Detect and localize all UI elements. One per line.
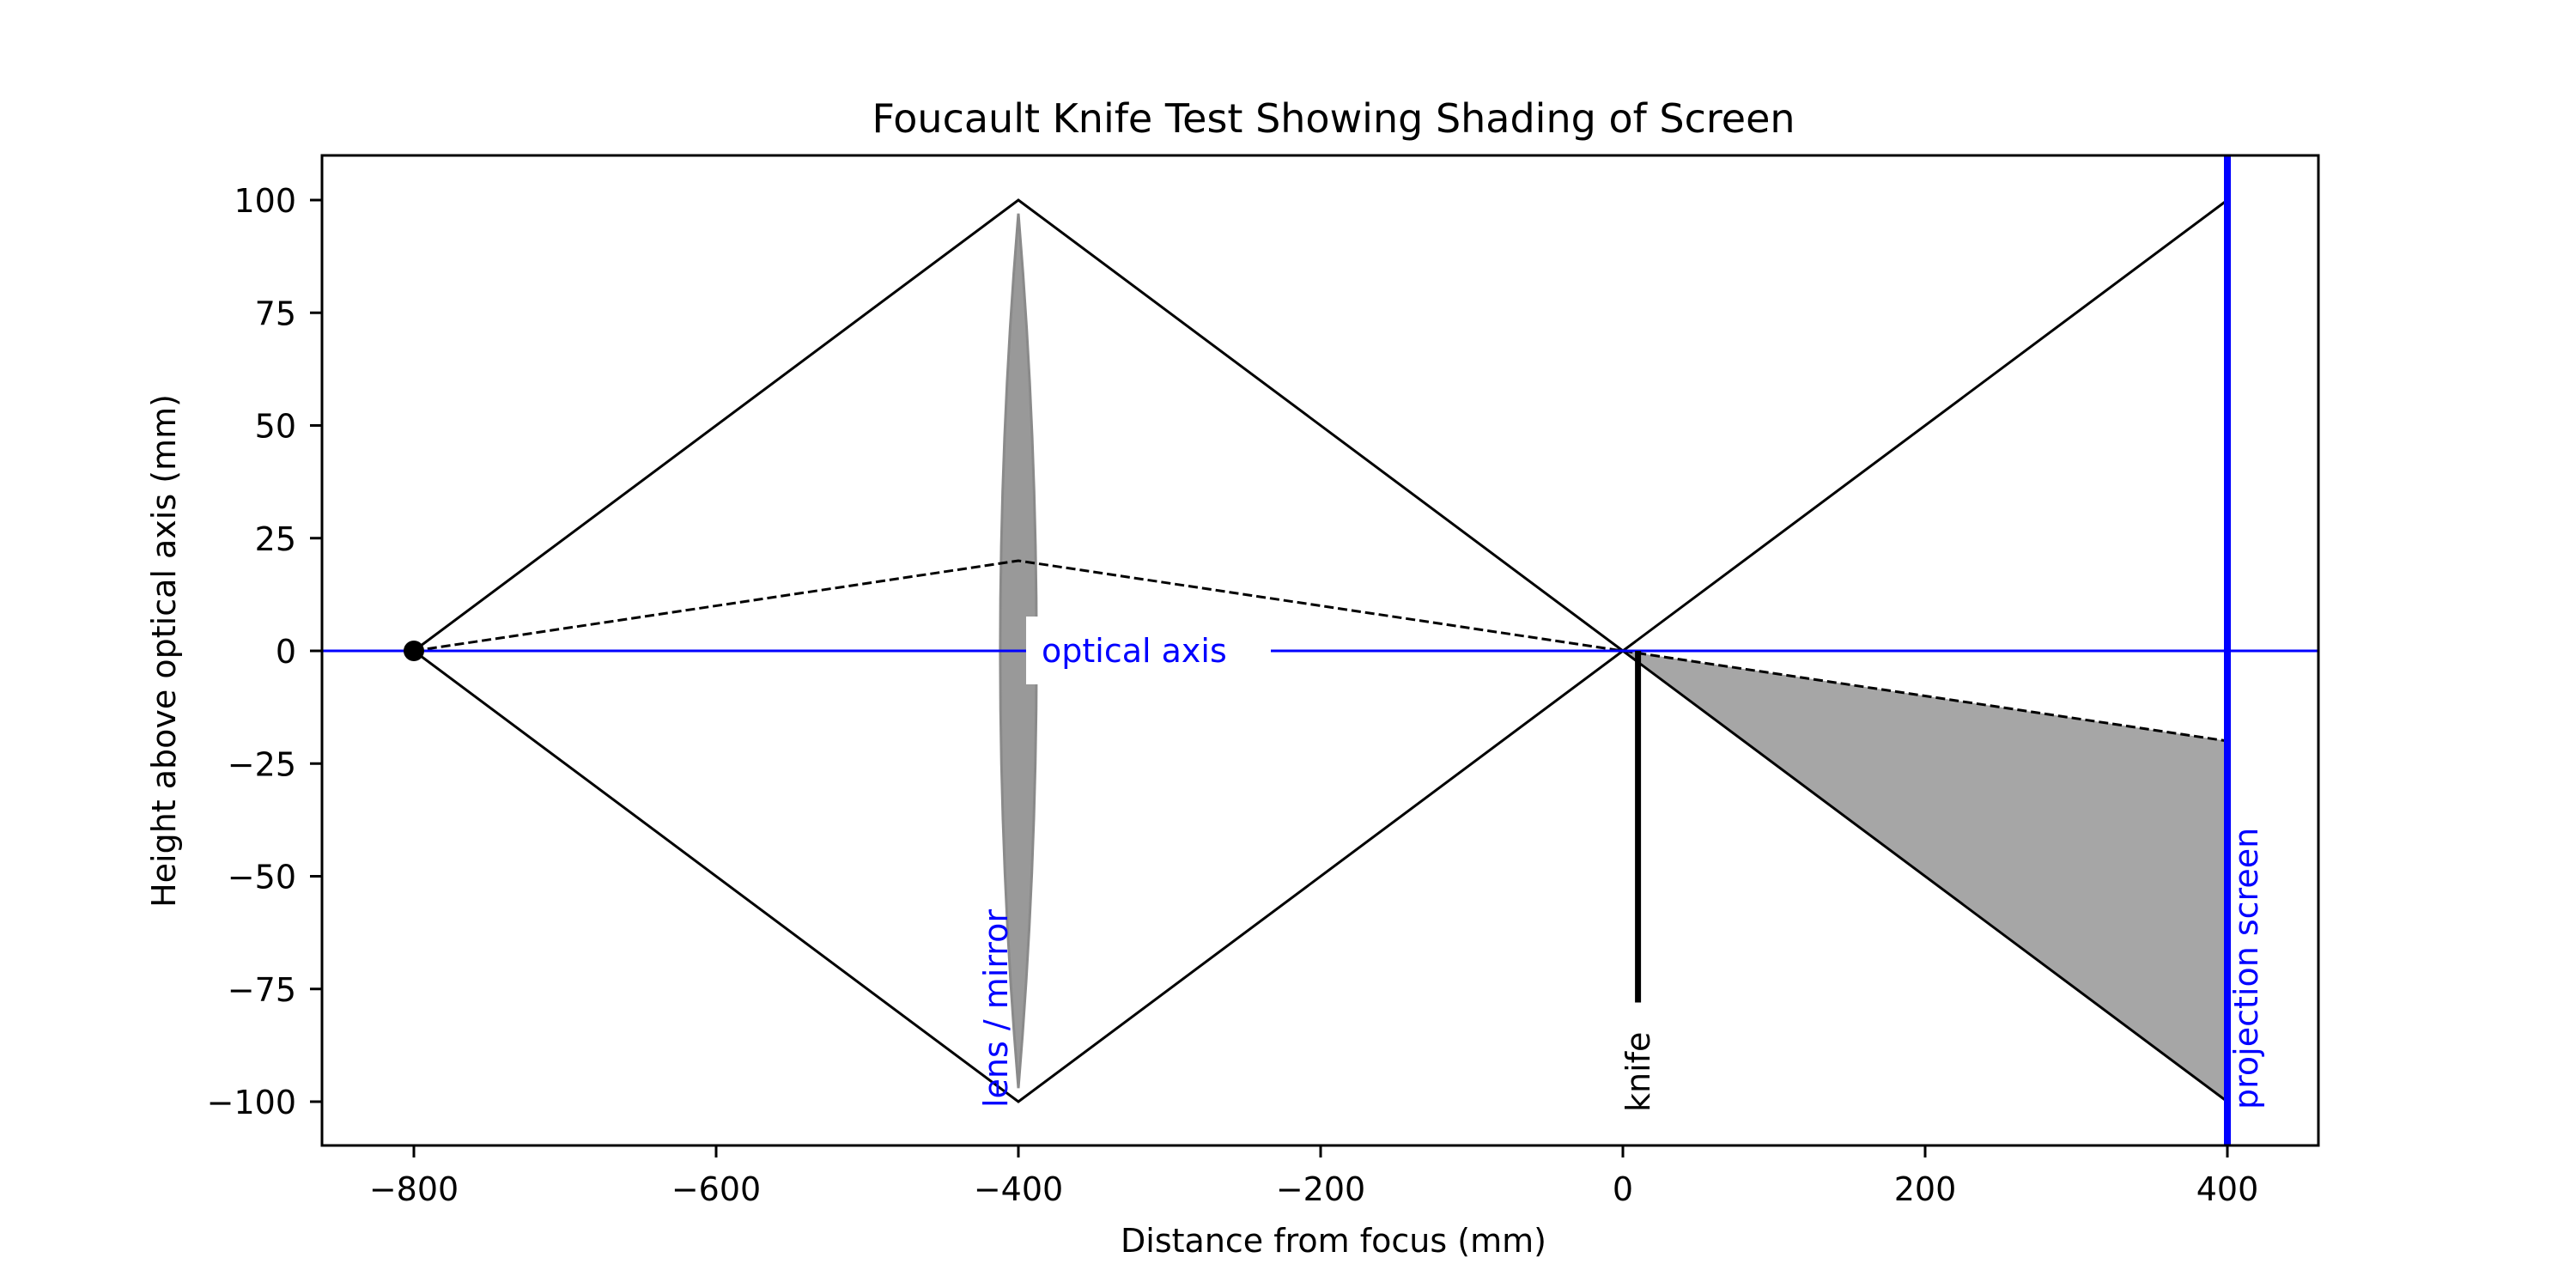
x-tick-label: 200 [1894,1170,1957,1208]
lower-marginal-ray-line [413,649,2228,1103]
y-tick-label: 25 [255,520,296,558]
intermediate-ray-line [413,559,2228,743]
y-tick-label: 100 [234,182,296,220]
projection-screen-label: projection screen [2227,828,2265,1109]
y-tick-label: −75 [228,971,296,1009]
y-tick-label: −25 [228,745,296,783]
chart-title: Foucault Knife Test Showing Shading of S… [872,95,1795,142]
lens-mirror-label: lens / mirror [977,909,1015,1108]
upper-marginal-ray-line [413,198,2228,653]
x-tick-label: 400 [2196,1170,2259,1208]
knife-label: knife [1619,1032,1657,1112]
y-tick-label: −100 [207,1084,296,1121]
x-tick-label: −800 [369,1170,459,1208]
optical-axis-label: optical axis [1042,632,1227,670]
x-axis-label: Distance from focus (mm) [1121,1222,1546,1260]
x-tick-label: −200 [1276,1170,1365,1208]
x-axis-ticks: −800 −600 −400 −200 0 200 400 [369,1145,2258,1208]
x-tick-label: 0 [1613,1170,1633,1208]
plot-area: optical axis lens / mirror knife project… [323,155,2318,1145]
point-source-dot [404,641,424,661]
optical-axis-label-box [1026,617,1271,684]
y-tick-label: 50 [255,408,296,446]
point-source-marker [404,641,424,661]
ray-lines [413,198,2228,1103]
y-tick-label: 0 [276,633,296,671]
y-tick-label: −50 [228,859,296,896]
x-tick-label: −600 [671,1170,761,1208]
y-axis-label: Height above optical axis (mm) [145,394,183,908]
y-tick-label: 75 [255,295,296,332]
y-axis-ticks: 100 75 50 25 0 −25 −50 −75 −100 [207,182,322,1121]
x-tick-label: −400 [974,1170,1063,1208]
